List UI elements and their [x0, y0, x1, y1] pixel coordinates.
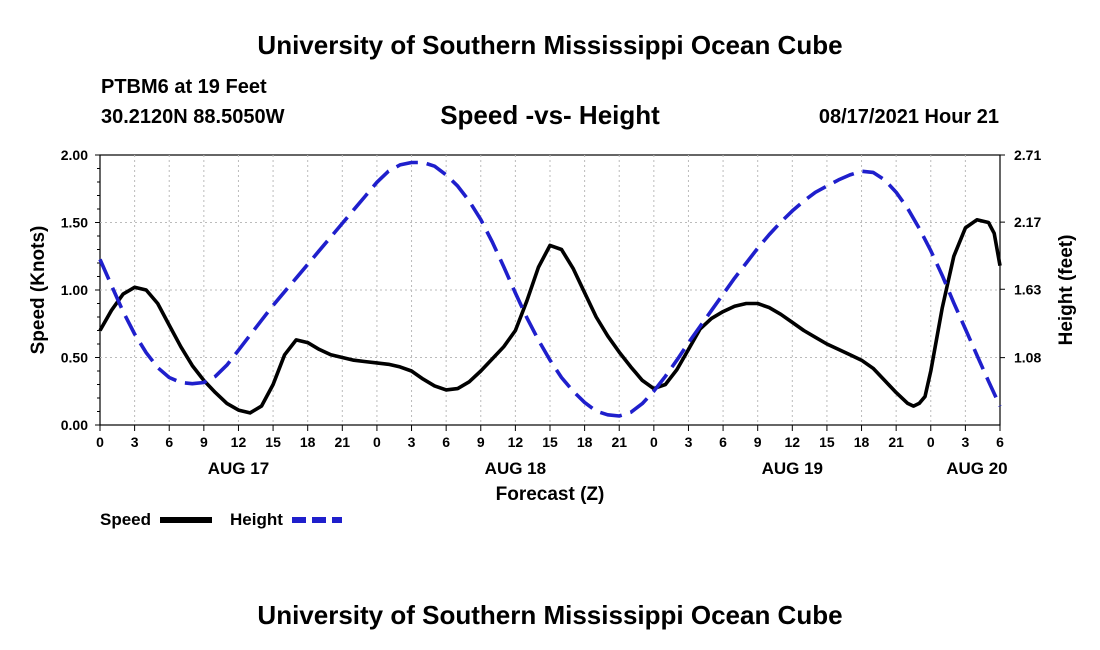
legend-height-label: Height	[230, 510, 283, 529]
x-tick-label: 3	[685, 434, 693, 450]
x-tick-label: 18	[854, 434, 870, 450]
legend-speed-label: Speed	[100, 510, 151, 529]
x-day-label: AUG 17	[208, 459, 269, 478]
x-tick-label: 0	[373, 434, 381, 450]
x-tick-label: 0	[927, 434, 935, 450]
footer-title: University of Southern Mississippi Ocean…	[257, 600, 843, 630]
x-tick-label: 21	[888, 434, 904, 450]
y-tick-label-right: 1.08	[1014, 350, 1041, 366]
y-tick-label-right: 1.63	[1014, 281, 1041, 297]
y-tick-label-left: 0.50	[61, 350, 88, 366]
x-tick-label: 9	[200, 434, 208, 450]
datetime-label: 08/17/2021 Hour 21	[818, 106, 999, 128]
x-tick-label: 3	[408, 434, 416, 450]
x-tick-label: 21	[335, 434, 351, 450]
x-tick-label: 15	[819, 434, 835, 450]
x-day-label: AUG 19	[762, 459, 823, 478]
y-tick-label-left: 1.50	[61, 215, 88, 231]
x-tick-label: 12	[231, 434, 247, 450]
series-line-height	[98, 160, 1002, 418]
y-tick-label-left: 2.00	[61, 147, 88, 163]
x-tick-label: 12	[508, 434, 524, 450]
x-tick-label: 6	[442, 434, 450, 450]
x-tick-label: 3	[961, 434, 969, 450]
x-day-label: AUG 18	[485, 459, 546, 478]
y-tick-label-right: 2.17	[1014, 214, 1041, 230]
station-label: PTBM6 at 19 Feet	[101, 76, 267, 98]
x-tick-label: 3	[131, 434, 139, 450]
x-tick-label: 15	[542, 434, 558, 450]
x-tick-label: 6	[996, 434, 1004, 450]
series-line-speed	[98, 218, 1002, 415]
speed-height-chart: 0.00 0.50 1.00 1.50 2.00 1.08 1.63 2.17 2.71 0 3 6 9…	[28, 147, 1077, 529]
x-axis-label: Forecast (Z)	[496, 484, 605, 505]
x-day-label: AUG 20	[946, 459, 1007, 478]
x-tick-label: 18	[577, 434, 593, 450]
x-tick-label: 9	[754, 434, 762, 450]
x-tick-label: 9	[477, 434, 485, 450]
x-tick-label: 18	[300, 434, 316, 450]
y-tick-label-right: 2.71	[1014, 147, 1041, 163]
x-tick-label: 15	[265, 434, 281, 450]
y-axis-label-left: Speed (Knots)	[28, 226, 49, 355]
y-tick-label-left: 1.00	[61, 282, 88, 298]
plot-title: Speed -vs- Height	[440, 100, 660, 130]
y-axis-label-right: Height (feet)	[1056, 235, 1077, 346]
x-tick-label: 6	[165, 434, 173, 450]
location-label: 30.2120N 88.5050W	[101, 106, 285, 128]
x-tick-label: 12	[785, 434, 801, 450]
y-tick-label-left: 0.00	[61, 417, 88, 433]
x-tick-label: 0	[650, 434, 658, 450]
x-tick-label: 21	[611, 434, 627, 450]
page-title: University of Southern Mississippi Ocean…	[257, 30, 843, 60]
x-tick-label: 6	[719, 434, 727, 450]
x-tick-label: 0	[96, 434, 104, 450]
